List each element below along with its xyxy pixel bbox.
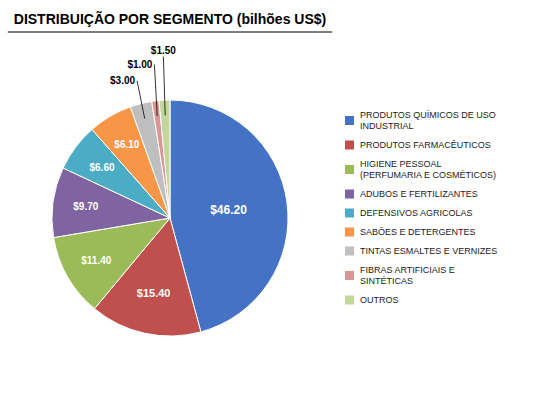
legend-swatch bbox=[345, 296, 354, 305]
legend-swatch bbox=[345, 209, 354, 218]
legend-swatch bbox=[345, 116, 354, 125]
legend-label: PRODUTOS QUÍMICOS DE USOINDUSTRIAL bbox=[360, 110, 496, 131]
data-label: $1.50 bbox=[151, 45, 176, 56]
legend-label: SABÕES E DETERGENTES bbox=[360, 227, 476, 237]
legend-swatch bbox=[345, 228, 354, 237]
data-label: $9.70 bbox=[73, 201, 98, 212]
background bbox=[0, 0, 550, 395]
data-label: $11.40 bbox=[81, 255, 111, 266]
slice bbox=[159, 100, 170, 218]
legend-label: FIBRAS ARTIFICIAIS ESINTÉTICAS bbox=[360, 265, 455, 286]
title: DISTRIBUIÇÃO POR SEGMENTO (bilhões US$) bbox=[14, 10, 326, 27]
pie bbox=[52, 100, 288, 336]
chart: DISTRIBUIÇÃO POR SEGMENTO (bilhões US$) $… bbox=[0, 0, 550, 395]
data-label: $6.10 bbox=[114, 139, 139, 150]
data-label: $15.40 bbox=[137, 287, 171, 299]
legend-swatch bbox=[345, 165, 354, 174]
data-labels: $46.20 $15.40 $11.40 $9.70 $6.60 $6.10 $3.00 $1… bbox=[73, 45, 247, 299]
slice bbox=[152, 101, 170, 218]
data-label: $3.00 bbox=[110, 75, 135, 86]
legend-label: OUTROS bbox=[360, 295, 399, 305]
data-label: $6.60 bbox=[89, 162, 114, 173]
legend-label: HIGIENE PESSOAL(PERFUMARIA E COSMÉTICOS) bbox=[360, 159, 496, 180]
legend-swatch bbox=[345, 141, 354, 150]
data-label: $46.20 bbox=[210, 203, 247, 217]
legend-swatch bbox=[345, 190, 354, 199]
legend-label: ADUBOS E FERTILIZANTES bbox=[360, 189, 478, 199]
leader-line bbox=[154, 64, 157, 116]
legend: PRODUTOS QUÍMICOS DE USOINDUSTRIAL PRODUT… bbox=[345, 110, 497, 305]
legend-swatch bbox=[345, 247, 354, 256]
legend-swatch bbox=[345, 271, 354, 280]
leader-line bbox=[163, 57, 165, 116]
legend-label: DEFENSIVOS AGRICOLAS bbox=[360, 208, 473, 218]
legend-label: PRODUTOS FARMACÊUTICOS bbox=[360, 140, 491, 150]
data-label: $1.00 bbox=[127, 59, 152, 70]
legend-label: TINTAS ESMALTES E VERNIZES bbox=[360, 246, 497, 256]
title-underline bbox=[8, 32, 332, 33]
leader-line bbox=[137, 81, 145, 119]
